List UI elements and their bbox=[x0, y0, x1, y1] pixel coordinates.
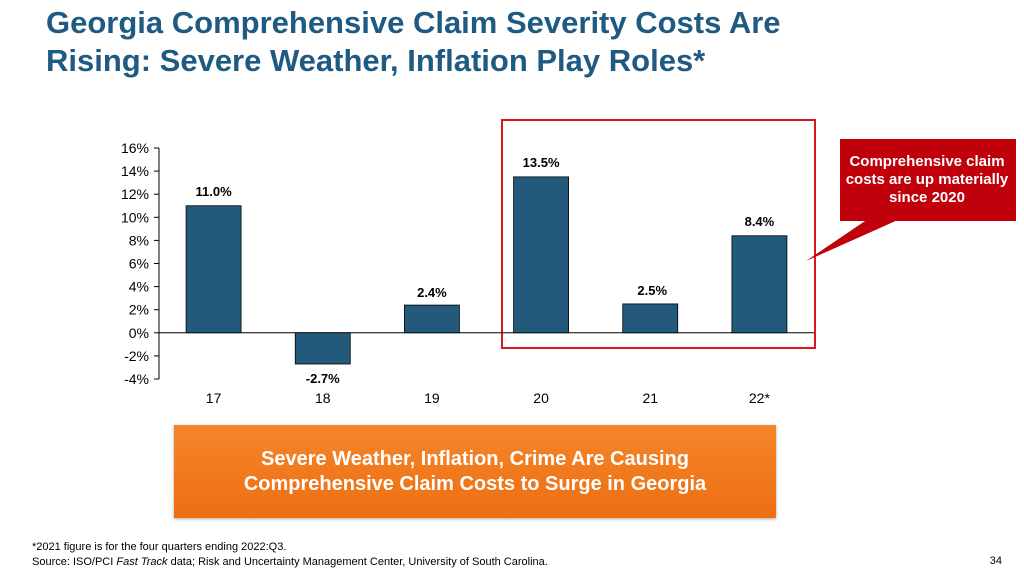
x-tick-label: 17 bbox=[206, 390, 222, 406]
x-tick-label: 19 bbox=[424, 390, 440, 406]
x-tick-label: 21 bbox=[642, 390, 658, 406]
banner-line-1: Severe Weather, Inflation, Crime Are Cau… bbox=[261, 447, 689, 470]
x-tick-label: 22* bbox=[749, 390, 771, 406]
bar-21 bbox=[622, 303, 679, 334]
bar-19 bbox=[404, 304, 460, 334]
callout-box bbox=[840, 139, 1016, 221]
bar-20 bbox=[513, 176, 569, 334]
callout-text: Comprehensive claim costs are up materia… bbox=[845, 153, 1009, 206]
title-line-1: Georgia Comprehensive Claim Severity Cos… bbox=[46, 5, 781, 40]
bar-chart: 16% 14% 12% 10% 8% 6% 4% 2% 0% -2% -4% 17 11.0% 18 -2… bbox=[121, 119, 1016, 406]
bar-18 bbox=[294, 332, 351, 365]
y-tick-label: -4% bbox=[124, 371, 149, 387]
y-tick-label: -2% bbox=[124, 348, 149, 364]
x-tick-label: 20 bbox=[533, 390, 549, 406]
y-tick-label: 2% bbox=[129, 302, 149, 318]
page-title: Georgia Comprehensive Claim Severity Cos… bbox=[46, 4, 866, 80]
summary-banner: Severe Weather, Inflation, Crime Are Cau… bbox=[174, 425, 776, 518]
y-tick-label: 0% bbox=[129, 325, 149, 341]
y-tick-label: 12% bbox=[121, 186, 149, 202]
source-suffix: data; Risk and Uncertainty Management Ce… bbox=[167, 556, 548, 568]
y-tick-label: 4% bbox=[129, 279, 149, 295]
highlight-box bbox=[501, 119, 816, 349]
data-label-22*: 8.4% bbox=[745, 214, 775, 229]
data-label-19: 2.4% bbox=[417, 285, 447, 300]
footnote: *2021 figure is for the four quarters en… bbox=[32, 540, 548, 570]
banner-line-2: Comprehensive Claim Costs to Surge in Ge… bbox=[243, 472, 707, 495]
x-tick-label: 18 bbox=[315, 390, 331, 406]
source-prefix: Source: ISO/PCI bbox=[32, 556, 117, 568]
y-tick-label: 10% bbox=[121, 209, 149, 225]
y-tick-label: 14% bbox=[121, 163, 149, 179]
callout-pointer bbox=[806, 219, 900, 261]
bar-22* bbox=[731, 235, 788, 334]
data-label-21: 2.5% bbox=[637, 283, 667, 298]
page-number: 34 bbox=[989, 555, 1002, 567]
data-label-17: 11.0% bbox=[196, 184, 233, 199]
data-label-18: -2.7% bbox=[306, 371, 340, 386]
y-tick-label: 16% bbox=[121, 140, 149, 156]
title-line-2: Rising: Severe Weather, Inflation Play R… bbox=[46, 43, 706, 78]
y-tick-label: 8% bbox=[129, 232, 149, 248]
footnote-source: Source: ISO/PCI Fast Track data; Risk an… bbox=[32, 555, 548, 570]
y-tick-label: 6% bbox=[129, 256, 149, 272]
source-italic: Fast Track bbox=[116, 556, 168, 568]
data-label-20: 13.5% bbox=[523, 155, 560, 170]
footnote-note: *2021 figure is for the four quarters en… bbox=[32, 541, 287, 553]
bar-17 bbox=[185, 205, 242, 334]
